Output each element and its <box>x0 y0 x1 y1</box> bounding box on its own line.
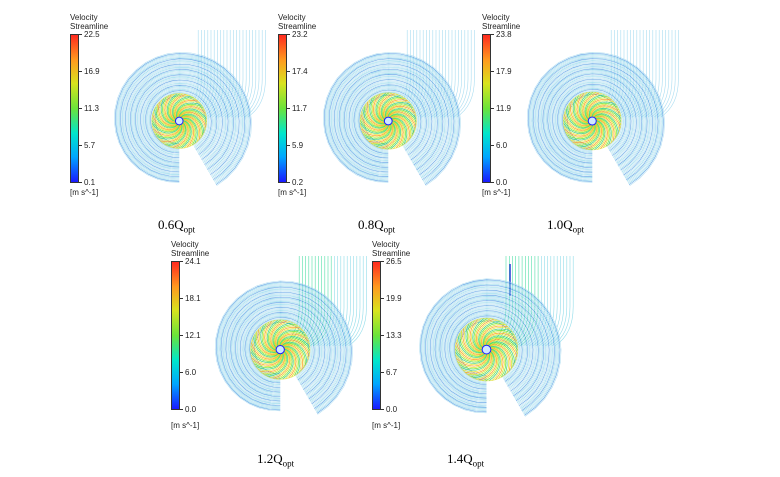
flow-multiplier: 0.8 <box>358 217 375 232</box>
flow-subscript: opt <box>282 458 295 469</box>
flow-symbol: Q <box>273 451 283 466</box>
flow-symbol: Q <box>563 217 573 232</box>
tick-label: 6.0 <box>496 141 508 150</box>
flow-rate-caption: 1.2Qopt <box>257 451 294 469</box>
legend-title-line2: Streamline <box>482 22 521 31</box>
tick-label: 11.9 <box>496 104 511 113</box>
color-bar <box>171 261 180 410</box>
tick-label: 5.7 <box>84 141 96 150</box>
flow-symbol: Q <box>174 217 184 232</box>
flow-symbol: Q <box>463 451 473 466</box>
legend-unit: [m s^-1] <box>372 421 401 430</box>
legend-unit: [m s^-1] <box>171 421 200 430</box>
tick-label: 22.5 <box>84 30 100 39</box>
tick-label: 0.1 <box>84 178 96 187</box>
legend-title-line2: Streamline <box>278 22 317 31</box>
tick-label: 26.5 <box>386 257 402 266</box>
legend-unit: [m s^-1] <box>70 188 99 197</box>
tick-label: 6.0 <box>185 368 197 377</box>
tick-label: 23.8 <box>496 30 512 39</box>
flow-multiplier: 1.4 <box>447 451 464 466</box>
flow-subscript: opt <box>572 224 585 235</box>
flow-subscript: opt <box>383 224 396 235</box>
tick-label: 11.7 <box>292 104 307 113</box>
color-bar <box>482 34 491 183</box>
tick-label: 0.0 <box>386 405 398 414</box>
legend-title-line1: Velocity <box>482 13 510 22</box>
legend-unit: [m s^-1] <box>482 188 511 197</box>
flow-rate-caption: 0.6Qopt <box>158 217 195 235</box>
tick-label: 18.1 <box>185 294 201 303</box>
flow-subscript: opt <box>472 458 485 469</box>
tick-label: 0.0 <box>496 178 508 187</box>
legend-title-line2: Streamline <box>70 22 109 31</box>
flow-subscript: opt <box>183 224 196 235</box>
tick-label: 17.4 <box>292 67 308 76</box>
tick-label: 23.2 <box>292 30 308 39</box>
tick-label: 0.0 <box>185 405 197 414</box>
legend-title-line1: Velocity <box>70 13 98 22</box>
flow-symbol: Q <box>374 217 384 232</box>
streamline-plot <box>323 30 475 186</box>
legend-title-line2: Streamline <box>171 249 210 258</box>
streamline-plot <box>419 256 574 417</box>
tick-label: 16.9 <box>84 67 100 76</box>
flow-multiplier: 1.0 <box>547 217 564 232</box>
flow-rate-caption: 1.4Qopt <box>447 451 484 469</box>
streamline-plot <box>114 30 266 186</box>
flow-rate-caption: 0.8Qopt <box>358 217 395 235</box>
legend-title-line1: Velocity <box>171 240 199 249</box>
tick-label: 5.9 <box>292 141 304 150</box>
flow-multiplier: 0.6 <box>158 217 175 232</box>
tick-label: 24.1 <box>185 257 201 266</box>
tick-label: 17.9 <box>496 67 512 76</box>
flow-multiplier: 1.2 <box>257 451 274 466</box>
tick-label: 19.9 <box>386 294 402 303</box>
color-bar <box>372 261 381 410</box>
tick-label: 12.1 <box>185 331 201 340</box>
flow-rate-caption: 1.0Qopt <box>547 217 584 235</box>
color-bar <box>278 34 287 183</box>
legend-title-line2: Streamline <box>372 249 411 258</box>
tick-label: 0.2 <box>292 178 304 187</box>
streamline-plot <box>214 256 367 415</box>
legend-unit: [m s^-1] <box>278 188 307 197</box>
legend-title-line1: Velocity <box>278 13 306 22</box>
streamline-plot <box>527 30 679 187</box>
color-bar <box>70 34 79 183</box>
tick-label: 13.3 <box>386 331 402 340</box>
legend-title-line1: Velocity <box>372 240 400 249</box>
tick-label: 6.7 <box>386 368 398 377</box>
tick-label: 11.3 <box>84 104 99 113</box>
